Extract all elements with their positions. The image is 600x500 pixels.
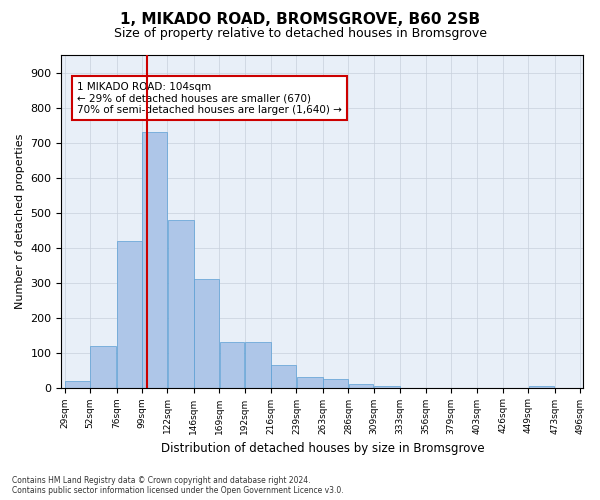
Bar: [271, 365, 296, 388]
Bar: [167, 220, 194, 388]
Bar: [374, 386, 400, 388]
Bar: [349, 384, 373, 388]
Text: 1, MIKADO ROAD, BROMSGROVE, B60 2SB: 1, MIKADO ROAD, BROMSGROVE, B60 2SB: [120, 12, 480, 28]
Bar: [91, 346, 116, 388]
Bar: [117, 240, 142, 388]
Bar: [194, 279, 219, 388]
Bar: [65, 380, 90, 388]
Text: Contains HM Land Registry data © Crown copyright and database right 2024.
Contai: Contains HM Land Registry data © Crown c…: [12, 476, 344, 495]
Y-axis label: Number of detached properties: Number of detached properties: [15, 134, 25, 309]
X-axis label: Distribution of detached houses by size in Bromsgrove: Distribution of detached houses by size …: [161, 442, 484, 455]
Bar: [220, 342, 244, 388]
Bar: [323, 379, 348, 388]
Bar: [245, 342, 271, 388]
Bar: [142, 132, 167, 388]
Text: Size of property relative to detached houses in Bromsgrove: Size of property relative to detached ho…: [113, 28, 487, 40]
Bar: [529, 386, 554, 388]
Text: 1 MIKADO ROAD: 104sqm
← 29% of detached houses are smaller (670)
70% of semi-det: 1 MIKADO ROAD: 104sqm ← 29% of detached …: [77, 82, 342, 115]
Bar: [297, 377, 323, 388]
